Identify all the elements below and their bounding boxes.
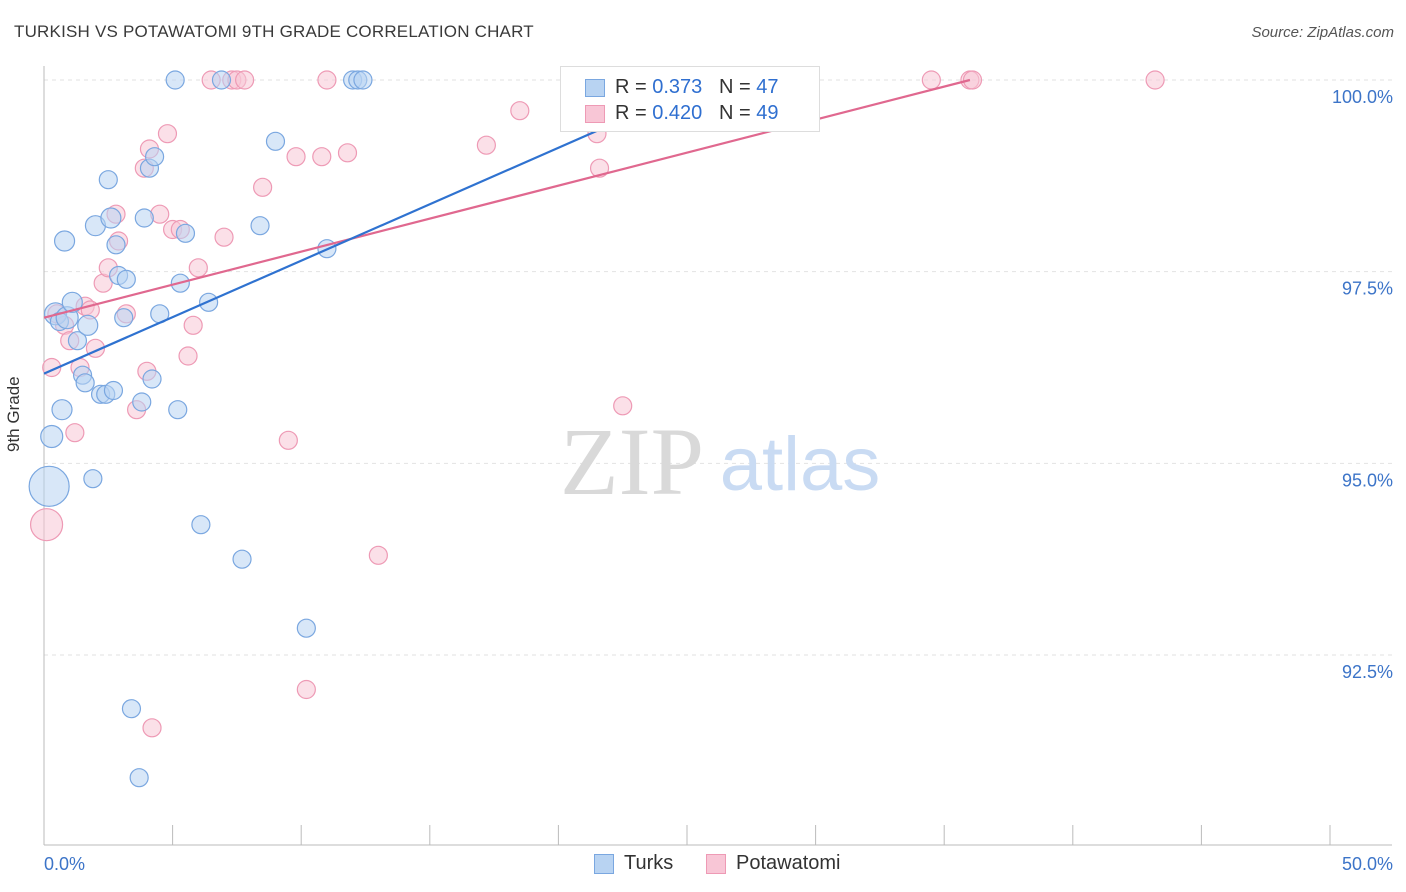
y-axis-label: 9th Grade [4, 376, 23, 452]
x-tick-label: 0.0% [44, 854, 85, 874]
turks-point [103, 380, 124, 401]
potawatomi-point [253, 177, 273, 197]
potawatomi-n-label: N = [718, 102, 751, 124]
potawatomi-point [214, 227, 234, 247]
watermark-atlas: atlas [720, 422, 881, 507]
turks-n-label: N = [718, 76, 751, 98]
potawatomi-point [368, 545, 388, 565]
turks-point [28, 465, 70, 507]
potawatomi-point [476, 135, 496, 155]
tick-labels: 100.0% 97.5% 95.0% 92.5% 0.0% 50.0% [44, 87, 1393, 874]
axes [43, 66, 1392, 846]
potawatomi-trend-line [43, 78, 971, 319]
turks-point [144, 147, 165, 167]
turks-point [250, 216, 270, 236]
potawatomi-legend-swatch [706, 853, 726, 874]
bottom-legend-potawatomi[interactable]: Potawatomi [706, 852, 841, 875]
turks-point [265, 131, 286, 151]
turks-point [142, 369, 162, 389]
turks-swatch [585, 78, 605, 97]
turks-point [134, 208, 154, 228]
turks-point [296, 618, 316, 638]
turks-point [67, 331, 88, 351]
y-tick-label: 100.0% [1332, 87, 1393, 107]
potawatomi-point [235, 70, 255, 90]
y-tick-label: 92.5% [1342, 662, 1393, 682]
turks-n-value: 47 [756, 76, 779, 98]
legend-row-turks: R = 0.373 N = 47 [585, 76, 778, 102]
bottom-legend-turks[interactable]: Turks [594, 852, 673, 875]
potawatomi-legend-label: Potawatomi [736, 852, 841, 874]
turks-point [168, 400, 188, 420]
turks-point [51, 399, 73, 421]
potawatomi-point [296, 679, 316, 700]
watermark-zip: ZIP [560, 408, 704, 515]
turks-point [114, 308, 134, 328]
potawatomi-points [29, 70, 1165, 738]
turks-point [75, 373, 95, 393]
potawatomi-point [183, 315, 203, 335]
potawatomi-point [589, 158, 610, 178]
potawatomi-point [142, 718, 162, 738]
legend-row-potawatomi: R = 0.420 N = 49 [585, 102, 778, 128]
turks-r-value: 0.373 [652, 76, 703, 98]
turks-point [53, 230, 76, 252]
turks-legend-swatch [594, 853, 614, 874]
grid-lines [44, 79, 1392, 656]
potawatomi-point [613, 396, 633, 416]
potawatomi-point [286, 147, 306, 167]
turks-point [106, 235, 126, 255]
potawatomi-point [921, 70, 941, 90]
turks-point [100, 207, 122, 229]
potawatomi-point [65, 423, 85, 443]
turks-point [211, 70, 232, 90]
turks-point [40, 424, 64, 449]
turks-point [77, 314, 99, 336]
y-tick-label: 95.0% [1342, 470, 1393, 490]
potawatomi-point [510, 101, 530, 121]
potawatomi-point [312, 147, 332, 167]
potawatomi-r-value: 0.420 [652, 102, 703, 124]
stats-legend: R = 0.373 N = 47 R = 0.420 N = 49 [560, 66, 820, 132]
turks-legend-label: Turks [624, 852, 674, 874]
turks-point [175, 223, 196, 243]
potawatomi-point [317, 70, 337, 90]
potawatomi-point [157, 124, 178, 144]
turks-point [191, 515, 211, 535]
potawatomi-r-label: R = [615, 102, 647, 124]
potawatomi-n-value: 49 [756, 102, 779, 124]
potawatomi-point [178, 346, 198, 366]
source-credit: Source: ZipAtlas.com [1251, 24, 1394, 41]
turks-point [165, 70, 185, 90]
x-tick-label: 50.0% [1342, 854, 1393, 874]
potawatomi-point [962, 70, 983, 90]
turks-r-label: R = [615, 76, 647, 98]
turks-point [129, 768, 149, 788]
potawatomi-point [337, 143, 358, 163]
potawatomi-point [1145, 70, 1165, 90]
potawatomi-swatch [585, 104, 605, 123]
turks-point [83, 469, 103, 489]
turks-point [98, 170, 118, 190]
potawatomi-point [29, 508, 64, 542]
turks-point [121, 699, 142, 719]
turks-point [232, 549, 252, 569]
turks-point [116, 269, 136, 289]
potawatomi-point [278, 430, 298, 450]
turks-points [28, 70, 813, 788]
potawatomi-point [188, 258, 208, 278]
y-tick-label: 97.5% [1342, 279, 1393, 299]
turks-point [61, 291, 83, 313]
chart-title: TURKISH VS POTAWATOMI 9TH GRADE CORRELAT… [14, 22, 534, 41]
turks-point [353, 70, 373, 90]
turks-point [132, 392, 152, 412]
